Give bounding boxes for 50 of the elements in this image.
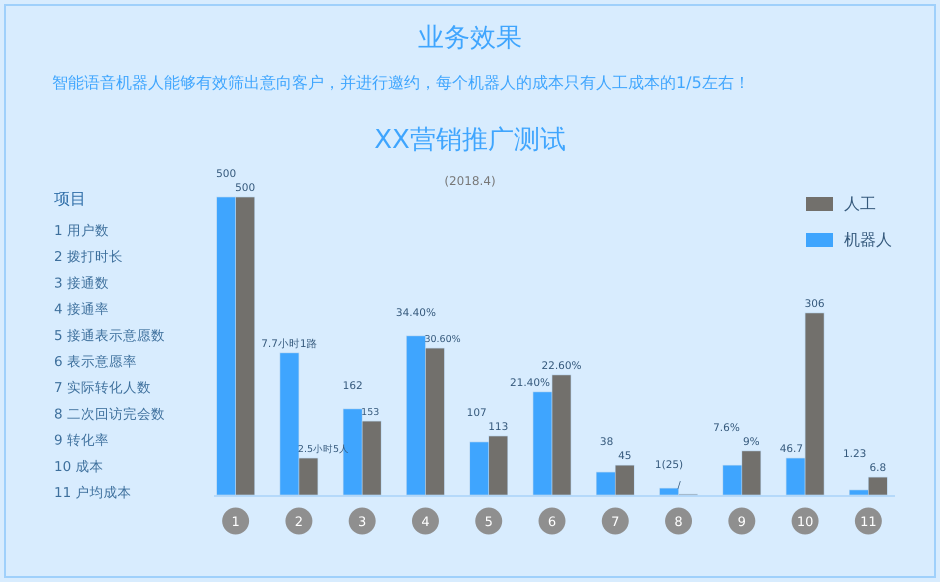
data-label: 153 [361,407,380,418]
chart-subtitle: (2018.4) [444,174,496,188]
x-tick-label: 5 [484,515,493,530]
text: 业务效果 [418,23,522,53]
legend-label: 机器人 [844,230,892,249]
x-tick-label: 9 [738,515,746,530]
text: 1 用户数 [54,223,109,239]
data-label: / [678,480,681,492]
data-label: 500 [216,168,236,180]
chart-title: XX营销推广测试 [374,125,566,155]
data-label: 38 [600,436,614,448]
x-tick-label: 1 [231,515,240,530]
data-label: 21.40% [510,376,550,389]
text: 智能语音机器人能够有效筛出意向客户，并进行邀约，每个机器人的成本只有人工成本的1/5左右！ [52,73,750,92]
data-label: 34.40% [396,306,436,319]
data-label: 45 [618,450,632,462]
text: 5 接通表示意愿数 [54,328,165,344]
text: 8 二次回访完会数 [54,406,165,422]
x-tick-label: 11 [860,515,877,530]
data-label: 162 [342,380,363,392]
x-tick-label: 6 [548,515,556,530]
x-tick-label: 2 [294,515,304,530]
data-label: 6.8 [870,462,886,474]
text: 4 接通率 [54,302,109,318]
x-tick-label: 10 [796,515,814,530]
data-label: 306 [804,298,825,310]
text: 6 表示意愿率 [54,354,137,370]
text: 11 户均成本 [54,485,132,501]
data-label: 7.7小时1路 [261,338,318,350]
data-label: 107 [466,407,487,419]
data-label: 22.60% [541,360,582,372]
data-label: 30.60% [424,334,461,346]
x-tick-label: 4 [421,515,430,530]
data-label: 7.6% [713,422,740,434]
data-label: 46.7 [780,443,804,456]
x-tick-label: 8 [674,515,683,530]
data-label: 1.23 [842,448,866,460]
data-label: 113 [488,421,508,433]
data-label: 1(25) [654,459,684,472]
text: 2 拨打时长 [54,249,123,266]
text: 3 接通数 [54,275,109,292]
data-label: 9% [742,436,760,448]
text: 7 实际转化人数 [54,380,151,396]
x-tick-label: 3 [358,515,366,530]
text: 项目 [54,189,86,208]
legend-label: 人工 [844,194,876,213]
text: 9 转化率 [54,432,109,449]
data-label: 500 [235,182,256,194]
text: 10 成本 [54,458,104,475]
x-tick-label: 7 [611,515,620,530]
